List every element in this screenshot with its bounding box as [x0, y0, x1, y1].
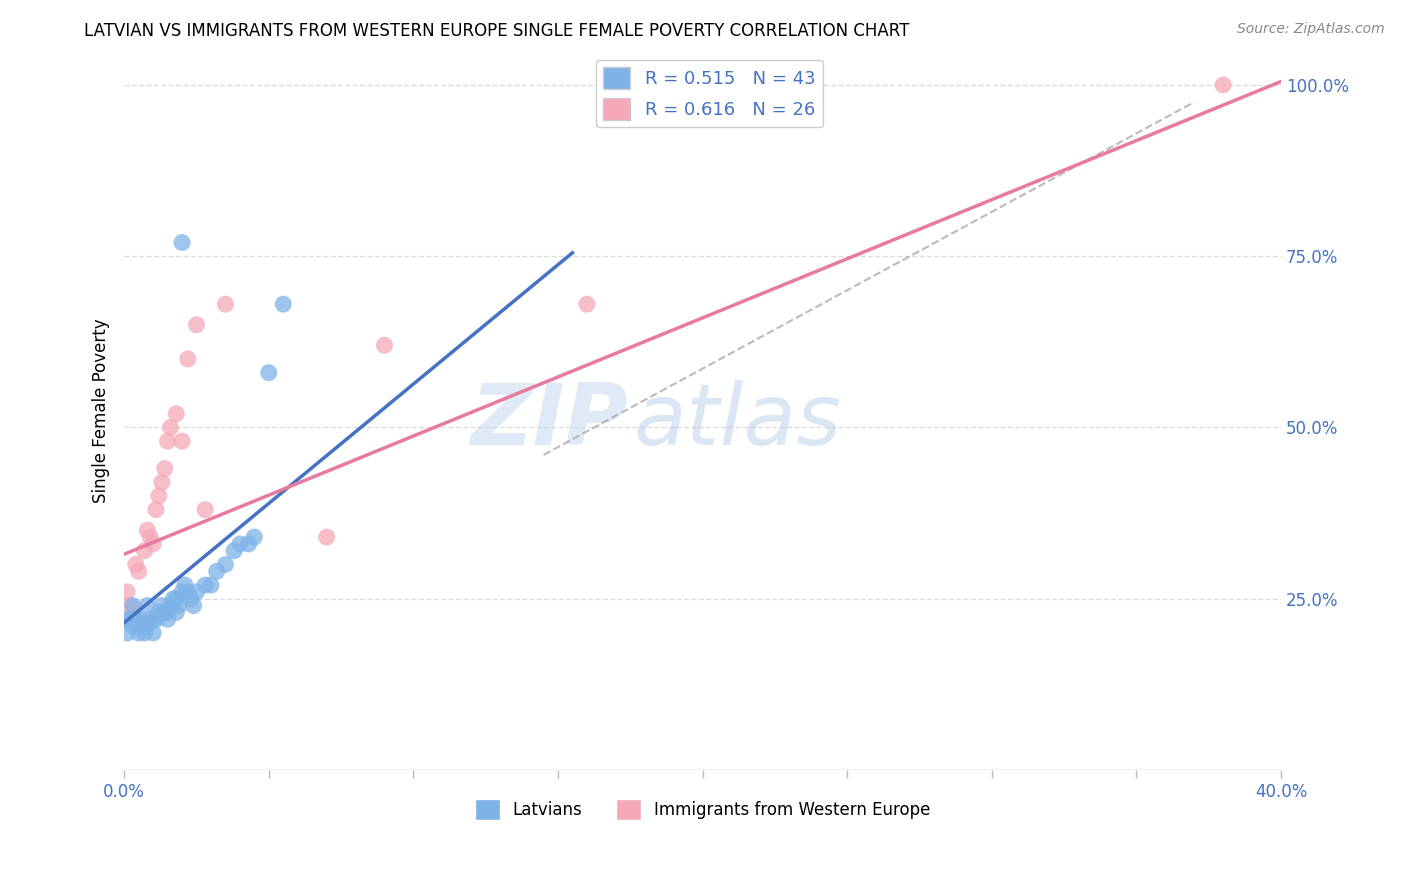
Point	[139, 612, 162, 626]
Point	[165, 591, 187, 606]
Point	[174, 578, 197, 592]
Point	[142, 537, 165, 551]
Point	[186, 318, 208, 332]
Point	[125, 612, 148, 626]
Point	[373, 338, 395, 352]
Point	[159, 420, 181, 434]
Point	[224, 543, 246, 558]
Point	[214, 297, 236, 311]
Point	[205, 565, 228, 579]
Point	[153, 461, 176, 475]
Point	[128, 612, 150, 626]
Y-axis label: Single Female Poverty: Single Female Poverty	[93, 318, 110, 503]
Point	[118, 612, 141, 626]
Point	[229, 537, 252, 551]
Point	[150, 475, 173, 490]
Point	[145, 502, 167, 516]
Point	[183, 599, 205, 613]
Point	[145, 612, 167, 626]
Point	[156, 612, 179, 626]
Point	[170, 235, 193, 250]
Point	[136, 619, 159, 633]
Point	[136, 523, 159, 537]
Point	[131, 619, 153, 633]
Point	[186, 585, 208, 599]
Text: LATVIAN VS IMMIGRANTS FROM WESTERN EUROPE SINGLE FEMALE POVERTY CORRELATION CHAR: LATVIAN VS IMMIGRANTS FROM WESTERN EUROP…	[84, 22, 910, 40]
Point	[122, 619, 145, 633]
Point	[238, 537, 260, 551]
Point	[243, 530, 266, 544]
Point	[122, 599, 145, 613]
Point	[142, 626, 165, 640]
Legend: Latvians, Immigrants from Western Europe: Latvians, Immigrants from Western Europe	[468, 793, 938, 826]
Point	[118, 599, 141, 613]
Point	[177, 585, 200, 599]
Point	[315, 530, 337, 544]
Point	[170, 434, 193, 449]
Point	[271, 297, 294, 311]
Point	[122, 606, 145, 620]
Point	[159, 599, 181, 613]
Point	[167, 599, 190, 613]
Point	[115, 612, 138, 626]
Point	[128, 565, 150, 579]
Point	[125, 558, 148, 572]
Point	[115, 585, 138, 599]
Text: ZIP: ZIP	[470, 380, 627, 463]
Point	[148, 606, 170, 620]
Point	[156, 606, 179, 620]
Point	[150, 599, 173, 613]
Point	[142, 612, 165, 626]
Point	[170, 585, 193, 599]
Point	[214, 558, 236, 572]
Point	[128, 626, 150, 640]
Point	[162, 591, 184, 606]
Point	[194, 578, 217, 592]
Point	[139, 530, 162, 544]
Text: Source: ZipAtlas.com: Source: ZipAtlas.com	[1237, 22, 1385, 37]
Point	[118, 612, 141, 626]
Point	[156, 434, 179, 449]
Point	[194, 502, 217, 516]
Point	[575, 297, 598, 311]
Point	[257, 366, 280, 380]
Point	[177, 351, 200, 366]
Point	[148, 489, 170, 503]
Text: atlas: atlas	[633, 380, 841, 463]
Point	[165, 407, 187, 421]
Point	[200, 578, 222, 592]
Point	[134, 543, 156, 558]
Point	[153, 606, 176, 620]
Point	[134, 626, 156, 640]
Point	[180, 591, 202, 606]
Point	[165, 606, 187, 620]
Point	[1212, 78, 1234, 92]
Point	[115, 626, 138, 640]
Point	[136, 599, 159, 613]
